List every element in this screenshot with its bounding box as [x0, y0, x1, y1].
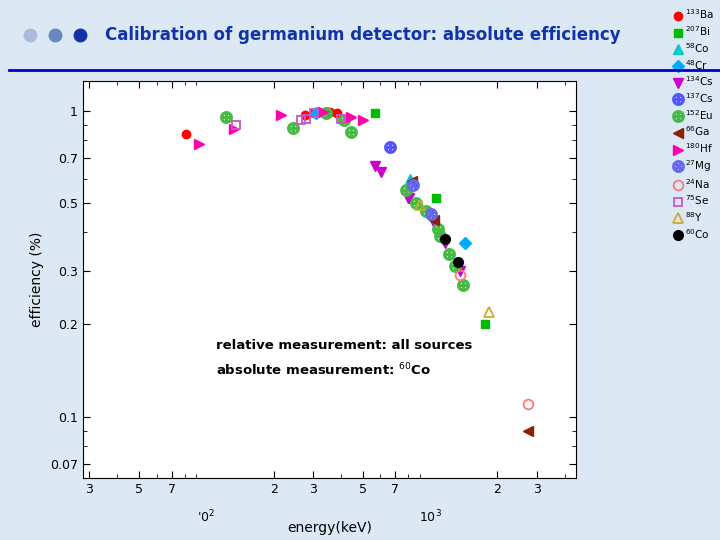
- Text: 10$^3$: 10$^3$: [418, 509, 441, 525]
- Text: relative measurement: all sources
absolute measurement: $^{60}$Co: relative measurement: all sources absolu…: [216, 339, 472, 379]
- X-axis label: energy(keV): energy(keV): [287, 521, 372, 535]
- Text: Calibration of germanium detector: absolute efficiency: Calibration of germanium detector: absol…: [104, 26, 621, 44]
- Text: '0$^2$: '0$^2$: [197, 509, 215, 525]
- Y-axis label: efficiency (%): efficiency (%): [30, 232, 45, 327]
- Legend: $^{133}$Ba, $^{207}$Bi, $^{58}$Co, $^{48}$Cr, $^{134}$Cs, $^{137}$Cs, $^{152}$Eu: $^{133}$Ba, $^{207}$Bi, $^{58}$Co, $^{48…: [672, 6, 715, 242]
